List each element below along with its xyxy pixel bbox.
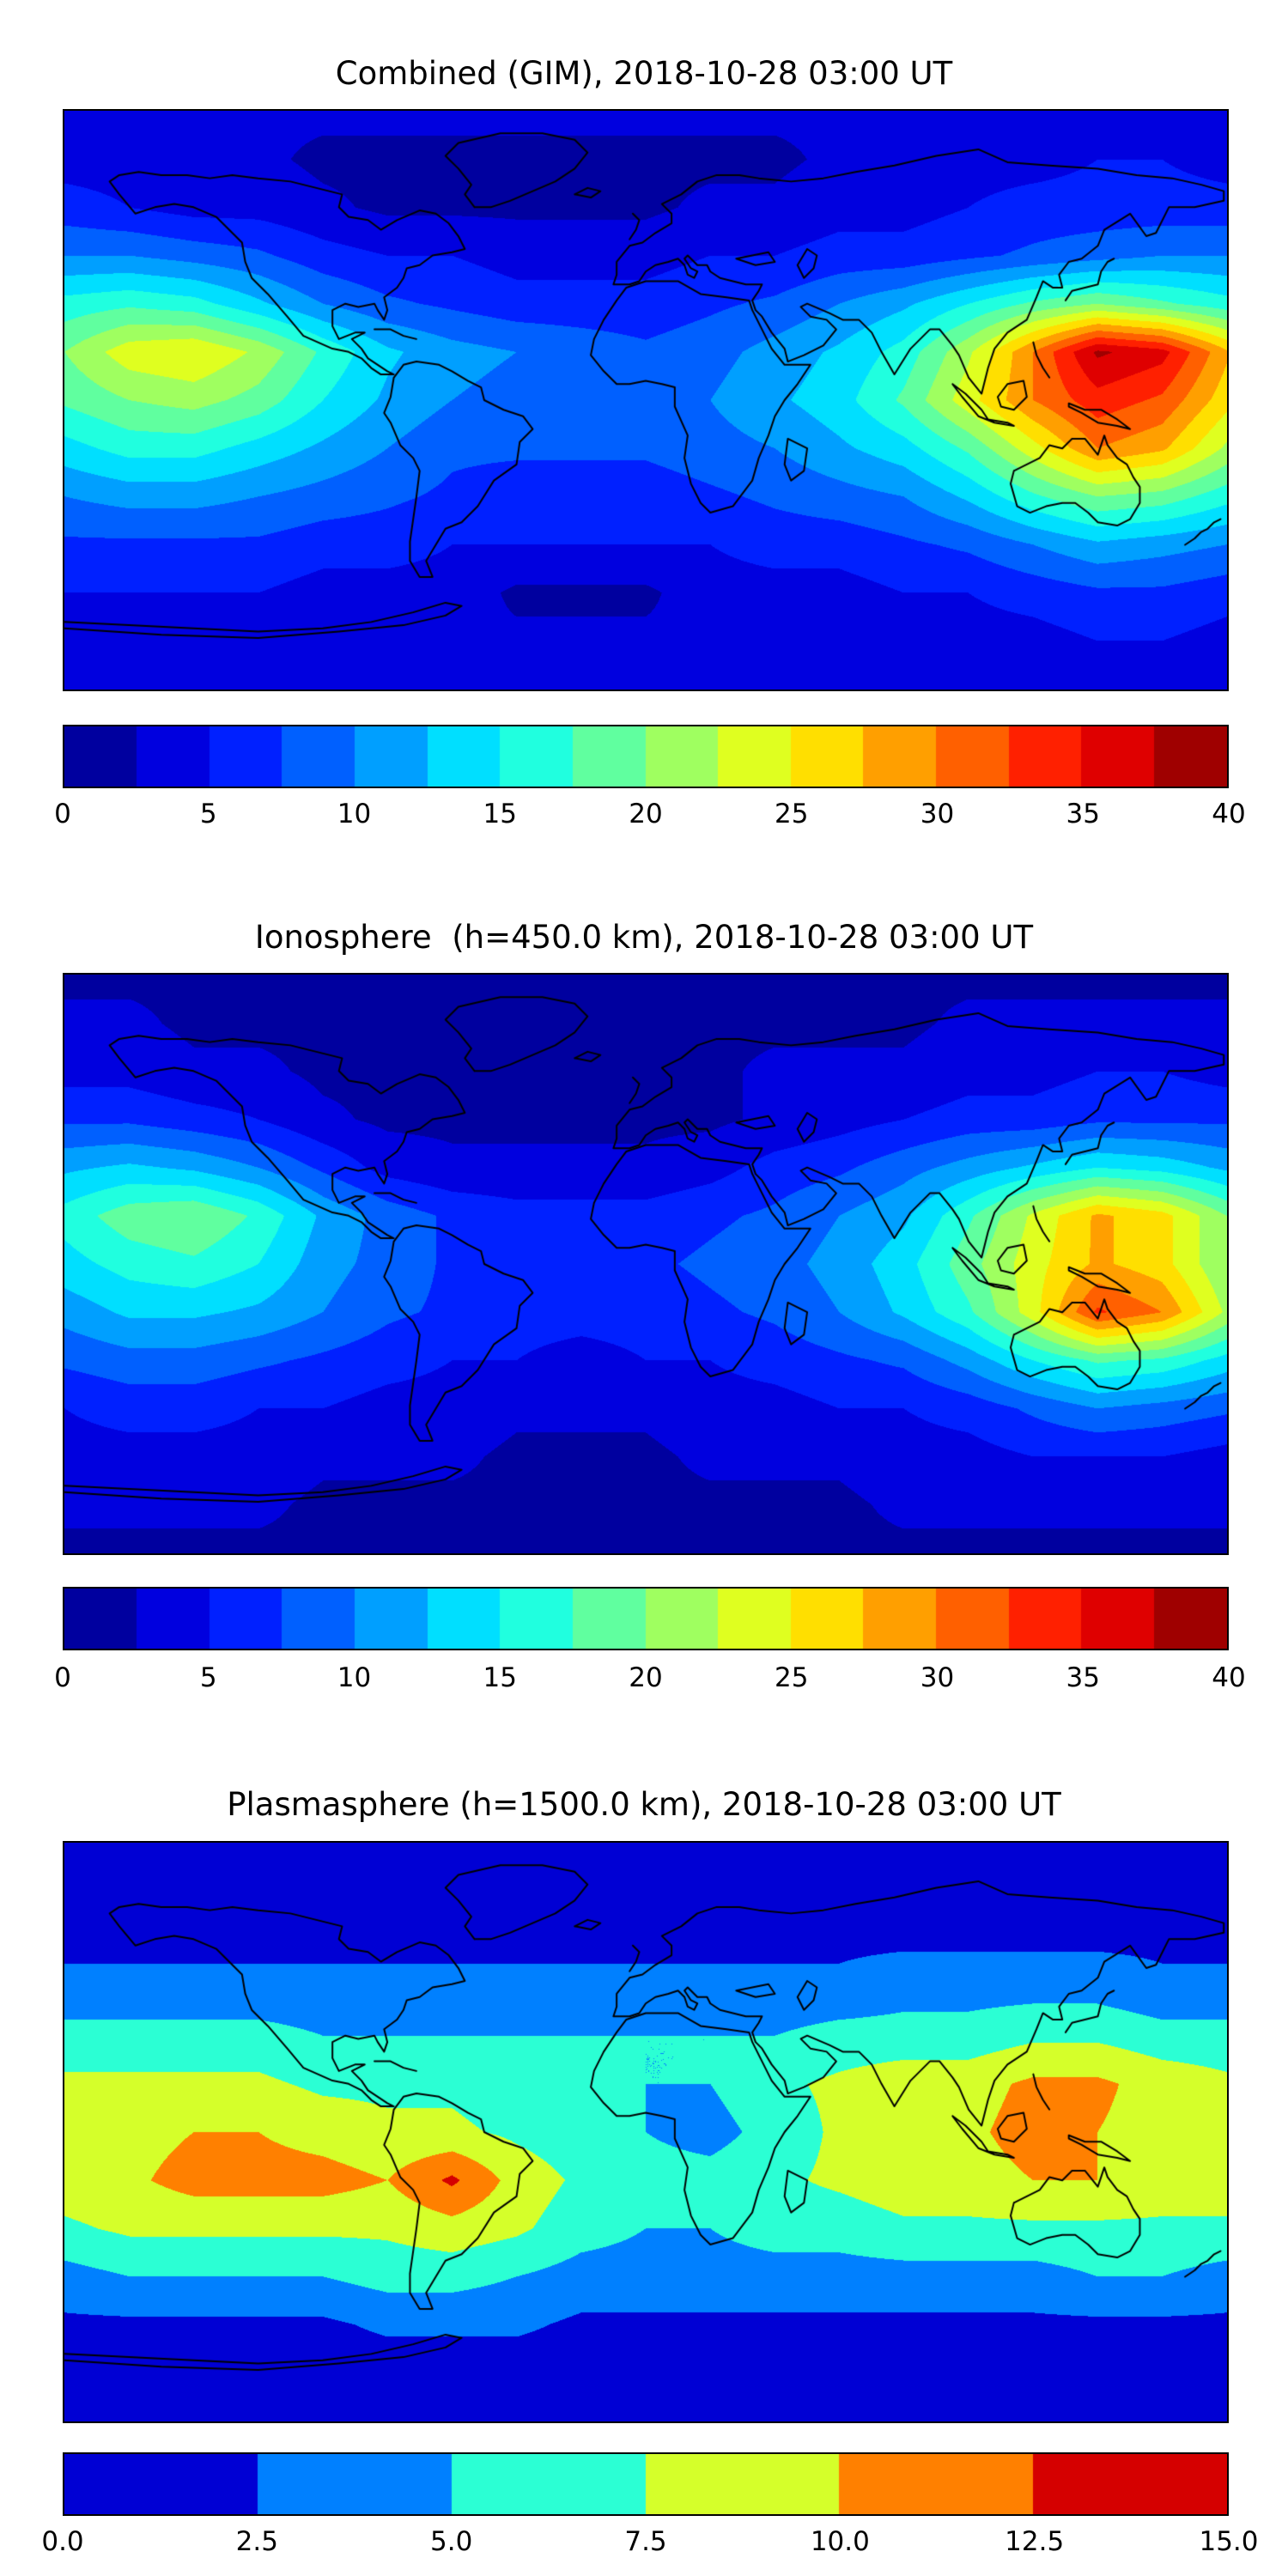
- colorbar-tick-label: 5: [199, 1662, 217, 1693]
- colorbar-tick-label: 30: [920, 799, 955, 829]
- panel-title-ionosphere: Ionosphere (h=450.0 km), 2018-10-28 03:0…: [254, 919, 1034, 956]
- colorbar-tick-label: 15: [483, 799, 517, 829]
- colorbar-ticks-plasmasphere: 0.0 2.5 5.0 7.5 10.0 12.5 15.0: [41, 2526, 1258, 2562]
- colorbar-tick-label: 15: [483, 1662, 517, 1693]
- colorbar-tick-label: 20: [629, 1662, 663, 1693]
- colorbar-tick-label: 7.5: [624, 2526, 667, 2557]
- colorbar-tick-label: 2.5: [235, 2526, 278, 2557]
- colorbar-tick-label: 30: [920, 1662, 955, 1693]
- panel-title-combined: Combined (GIM), 2018-10-28 03:00 UT: [335, 55, 953, 92]
- colorbar-tick-label: 12.5: [1005, 2526, 1065, 2557]
- map-canvas-ionosphere: [63, 973, 1229, 1555]
- colorbar-tick-label: 5: [199, 799, 217, 829]
- colorbar-ticks-combined: 0 5 10 15 20 25 30 35 40: [54, 799, 1246, 835]
- colorbar-tick-label: 40: [1212, 1662, 1246, 1693]
- colorbar-tick-label: 35: [1066, 799, 1100, 829]
- colorbar-tick-label: 5.0: [430, 2526, 473, 2557]
- map-canvas-plasmasphere: [63, 1841, 1229, 2423]
- panel-title-plasmasphere: Plasmasphere (h=1500.0 km), 2018-10-28 0…: [227, 1786, 1061, 1823]
- map-canvas-combined: [63, 109, 1229, 691]
- colorbar-tick-label: 20: [629, 799, 663, 829]
- colorbar-canvas-combined: [63, 725, 1229, 788]
- colorbar-tick-label: 0: [54, 1662, 71, 1693]
- colorbar-tick-label: 10.0: [810, 2526, 870, 2557]
- colorbar-tick-label: 0: [54, 799, 71, 829]
- colorbar-tick-label: 10: [337, 799, 372, 829]
- colorbar-ticks-ionosphere: 0 5 10 15 20 25 30 35 40: [54, 1662, 1246, 1698]
- colorbar-tick-label: 25: [775, 1662, 809, 1693]
- colorbar-tick-label: 35: [1066, 1662, 1100, 1693]
- colorbar-tick-label: 40: [1212, 799, 1246, 829]
- colorbar-tick-label: 10: [337, 1662, 372, 1693]
- colorbar-tick-label: 15.0: [1199, 2526, 1259, 2557]
- colorbar-canvas-ionosphere: [63, 1587, 1229, 1650]
- colorbar-canvas-plasmasphere: [63, 2452, 1229, 2516]
- colorbar-tick-label: 0.0: [41, 2526, 84, 2557]
- colorbar-tick-label: 25: [775, 799, 809, 829]
